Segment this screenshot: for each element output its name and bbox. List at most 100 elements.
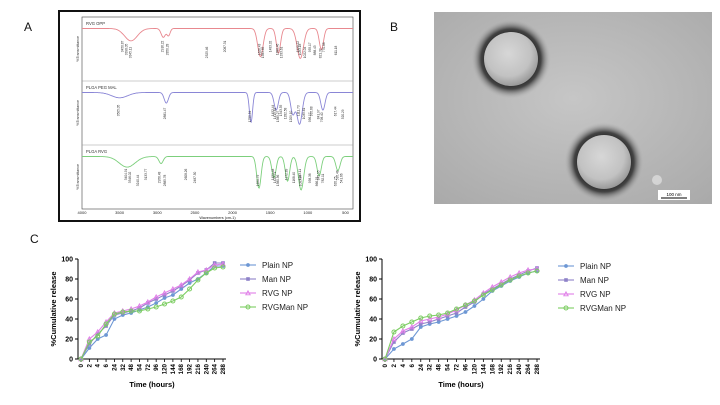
data-point (186, 275, 193, 282)
ftir-peak-label: 1451.48 (271, 168, 275, 180)
data-point (507, 277, 513, 283)
data-point (534, 268, 540, 274)
ftir-peak-label: 1650.79 (256, 174, 260, 186)
legend-marker (563, 305, 569, 311)
data-point (498, 278, 505, 285)
data-point (86, 339, 92, 345)
ftir-peak-label: 1282.58 (284, 107, 288, 119)
data-point (162, 301, 168, 307)
x-tick-label: 144 (170, 363, 177, 374)
ftir-peak-label: 1385.27 (276, 110, 280, 122)
ftir-peak-label: 1452.44 (271, 104, 275, 116)
legend-label: RVGMan NP (262, 303, 308, 312)
data-point (95, 333, 101, 339)
data-point (481, 297, 486, 301)
ftir-peak-label: 3450.87 (120, 40, 124, 52)
data-point (154, 301, 159, 305)
ftir-x-tick: 2000 (228, 210, 238, 215)
ftir-peak-label: 1035.61 (302, 107, 306, 119)
ftir-peak-label: 958.38 (308, 173, 312, 183)
data-point (144, 298, 151, 305)
series-line (384, 270, 538, 360)
x-tick-label: 4 (400, 363, 407, 367)
data-point (535, 266, 539, 270)
ftir-peak-label: 520.29 (341, 109, 345, 119)
ftir-peak-label: 955.17 (308, 42, 312, 52)
data-point (489, 287, 495, 293)
x-tick-label: 240 (516, 363, 523, 374)
data-point (418, 325, 423, 329)
ftir-x-tick: 500 (342, 210, 349, 215)
x-tick-label: 48 (436, 363, 443, 370)
x-tick-label: 0 (382, 363, 389, 367)
x-tick-label: 216 (195, 363, 202, 374)
x-tick-label: 120 (471, 363, 478, 374)
y-tick-label: 80 (369, 277, 377, 284)
data-point (203, 270, 209, 276)
ftir-peak-label: 770.88 (322, 42, 326, 52)
data-point (436, 320, 441, 324)
x-tick-label: 144 (480, 363, 487, 374)
scale-bar-box (658, 190, 690, 200)
ftir-peak-label: 1085.84 (298, 174, 302, 186)
legend-marker (245, 304, 251, 310)
data-point (400, 342, 405, 346)
data-point (220, 264, 226, 270)
ftir-y-label: %Transmittance (76, 100, 80, 126)
ftir-peak-label: 595.48 (335, 170, 339, 180)
x-tick-label: 168 (489, 363, 496, 374)
ftir-peak-label: 2487.50 (193, 171, 197, 183)
data-point (454, 311, 459, 315)
ftir-trace-line (82, 92, 353, 125)
y-axis-label: %Cumulative release (49, 271, 58, 346)
legend-label: RVG NP (262, 289, 293, 298)
x-tick-label: 120 (162, 363, 169, 374)
legend-marker (563, 290, 569, 297)
scale-bar-label: 100 nm (666, 192, 681, 197)
x-tick-label: 0 (78, 363, 85, 367)
ftir-peak-label: 1168.40 (292, 172, 296, 184)
y-axis-label: %Cumulative release (353, 271, 362, 346)
ftir-peak-label: 617.44 (334, 106, 338, 116)
ftir-trace-label: PLGA PEG MAL (86, 85, 117, 90)
x-tick-label: 2 (391, 363, 398, 367)
data-point (187, 286, 193, 292)
legend-marker (245, 289, 251, 296)
legend-label: Plain NP (262, 261, 293, 270)
legend-label: RVGMan NP (580, 304, 626, 313)
series-line (80, 263, 224, 360)
x-tick-label: 32 (120, 363, 127, 370)
y-tick-label: 80 (65, 277, 73, 284)
series-line (80, 265, 223, 360)
nanoparticle-core (577, 135, 631, 189)
x-tick-label: 32 (427, 363, 434, 370)
data-point (179, 287, 184, 291)
data-point (392, 347, 396, 351)
ftir-peak-label: 3398.05 (124, 43, 128, 55)
data-point (86, 335, 93, 342)
ftir-peak-label: 1388.46 (276, 43, 280, 55)
x-tick-label: 288 (534, 363, 541, 374)
panel-label-b: B (390, 20, 399, 34)
x-tick-label: 72 (454, 363, 461, 370)
y-tick-label: 60 (369, 297, 377, 304)
data-point (111, 311, 117, 317)
data-point (471, 298, 477, 304)
x-tick-label: 264 (525, 363, 532, 374)
series-line (384, 270, 538, 360)
data-point (445, 310, 451, 316)
ftir-peak-label: 1755.54 (248, 110, 252, 122)
ftir-peak-label: 620.75 (333, 176, 337, 186)
x-tick-label: 264 (212, 363, 219, 374)
data-point (178, 281, 185, 288)
data-point (436, 312, 442, 318)
y-tick-label: 40 (65, 317, 73, 324)
data-point (187, 281, 192, 285)
ftir-peak-label: 1380.56 (276, 174, 280, 186)
ftir-panel: RVG OPP %Transmittance 3450.87 3398.05 3345.… (58, 10, 361, 222)
x-tick-label: 288 (220, 363, 227, 374)
data-point (187, 278, 192, 282)
data-point (87, 346, 92, 350)
x-tick-label: 192 (187, 363, 194, 374)
